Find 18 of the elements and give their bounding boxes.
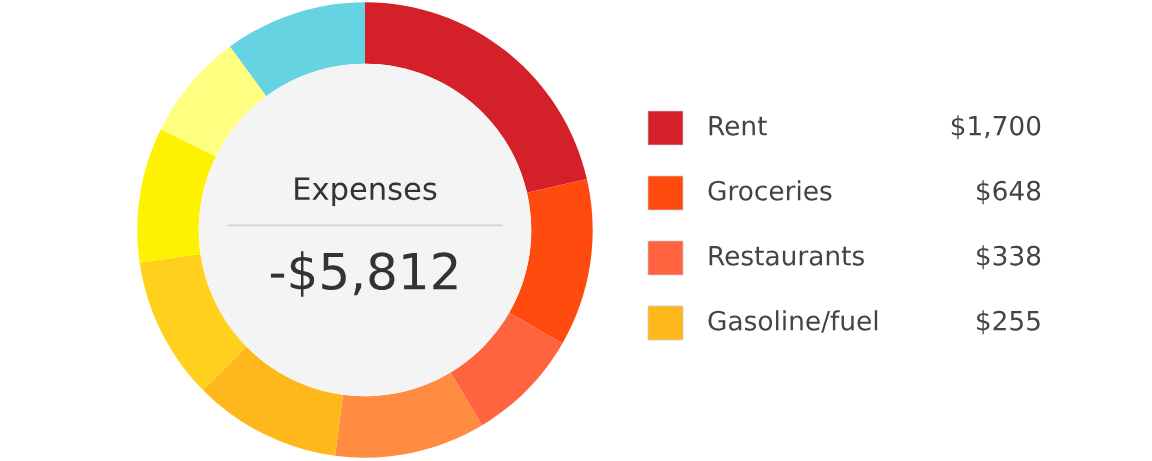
text: $255	[977, 310, 1040, 335]
text: $648	[977, 180, 1041, 205]
text: -$5,812	[270, 251, 457, 297]
text: $1,700	[951, 115, 1041, 140]
donut-slice	[335, 372, 483, 458]
donut-slice	[139, 253, 247, 391]
legend-label: Groceries	[708, 180, 832, 201]
donut-slice	[160, 46, 267, 157]
donut-slice	[450, 312, 563, 426]
donut-slice	[509, 178, 593, 344]
donut-slice	[202, 346, 344, 456]
legend-label: Gasoline/fuel	[708, 310, 878, 333]
donut-slice	[137, 129, 216, 263]
text: Expenses	[295, 177, 437, 207]
legend-label: Restaurants	[709, 246, 864, 266]
donut-slice	[229, 2, 365, 97]
legend-label: Rent	[709, 116, 767, 136]
text: $338	[977, 245, 1041, 270]
